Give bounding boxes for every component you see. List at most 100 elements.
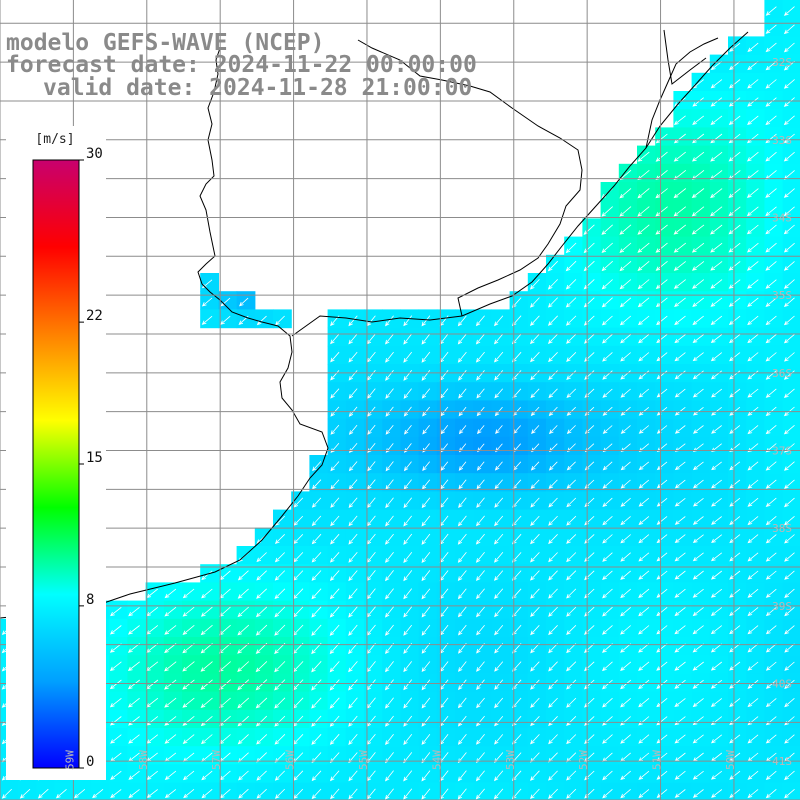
wind-cell <box>582 600 602 620</box>
wind-cell <box>746 54 765 74</box>
wind-arrow <box>565 260 577 272</box>
wind-cell <box>400 491 420 511</box>
wind-arrow <box>620 625 631 635</box>
wind-arrow <box>458 679 467 691</box>
wind-arrow <box>728 188 741 198</box>
wind-arrow <box>182 734 195 744</box>
wind-arrow <box>110 770 122 780</box>
wind-arrow <box>164 770 177 780</box>
wind-arrow <box>765 206 777 217</box>
wind-arrow <box>475 351 485 363</box>
wind-cell <box>345 364 365 383</box>
wind-arrow <box>765 60 777 71</box>
wind-arrow <box>638 606 650 617</box>
wind-cell <box>436 327 456 347</box>
wind-arrow <box>729 734 741 744</box>
wind-cell <box>637 491 656 511</box>
wind-arrow <box>674 789 686 798</box>
wind-arrow <box>493 570 504 581</box>
wind-cell <box>637 527 656 547</box>
wind-arrow <box>164 789 177 799</box>
wind-arrow <box>747 789 759 799</box>
wind-arrow <box>602 497 613 508</box>
colorbar-tick-label: 22 <box>86 308 103 325</box>
wind-cell <box>746 746 765 765</box>
wind-arrow <box>530 716 540 727</box>
wind-arrow <box>403 697 413 709</box>
wind-cell <box>709 273 729 292</box>
wind-arrow <box>710 334 723 344</box>
wind-cell <box>764 455 784 474</box>
wind-arrow <box>566 588 577 599</box>
wind-cell <box>491 509 511 529</box>
wind-arrow <box>692 406 704 416</box>
wind-cell <box>436 436 456 456</box>
wind-cell <box>382 436 401 456</box>
wind-arrow <box>494 479 503 490</box>
wind-arrow <box>656 388 668 398</box>
wind-cell <box>546 418 565 438</box>
wind-cell <box>109 746 128 765</box>
wind-arrow <box>765 607 777 617</box>
wind-arrow <box>729 370 741 380</box>
wind-arrow <box>765 370 777 380</box>
wind-arrow <box>457 315 467 327</box>
wind-cell <box>746 764 765 784</box>
wind-arrow <box>494 734 504 745</box>
coastline-uruguay-atlantic <box>291 31 749 337</box>
wind-cell <box>509 400 529 420</box>
wind-cell <box>618 509 638 529</box>
wind-arrow <box>530 515 540 526</box>
wind-arrow <box>783 370 795 380</box>
wind-arrow <box>182 697 195 708</box>
wind-cell <box>764 127 784 147</box>
wind-arrow <box>348 570 358 582</box>
wind-arrow <box>638 552 650 562</box>
wind-arrow <box>747 588 759 598</box>
wind-cell <box>491 728 511 747</box>
wind-cell <box>473 400 492 420</box>
wind-arrow <box>547 333 558 344</box>
wind-arrow <box>311 588 322 600</box>
wind-cell <box>145 582 165 602</box>
wind-arrow <box>330 570 340 581</box>
wind-cell <box>709 364 729 383</box>
wind-arrow <box>747 79 759 89</box>
wind-arrow <box>403 351 413 363</box>
wind-cell <box>673 764 693 784</box>
wind-arrow <box>311 770 322 782</box>
wind-cell <box>436 364 456 383</box>
wind-cell <box>436 455 456 474</box>
wind-arrow <box>747 42 759 52</box>
wind-cell <box>709 637 729 656</box>
wind-arrow <box>530 351 540 363</box>
wind-arrow <box>710 297 723 307</box>
wind-arrow <box>710 279 723 289</box>
wind-cell <box>527 400 547 420</box>
wind-arrow <box>638 425 650 434</box>
wind-cell <box>546 400 565 420</box>
wind-arrow <box>274 715 286 727</box>
wind-arrow <box>637 151 650 162</box>
wind-cell <box>728 655 747 674</box>
wind-arrow <box>710 151 723 162</box>
wind-arrow <box>476 679 485 691</box>
wind-arrow <box>329 715 340 727</box>
wind-arrow <box>601 224 613 235</box>
wind-arrow <box>637 188 650 199</box>
wind-cell <box>709 655 729 674</box>
wind-cell <box>436 691 456 711</box>
wind-cell <box>691 691 711 711</box>
wind-cell <box>728 600 747 620</box>
wind-cell <box>145 618 165 638</box>
wind-cell <box>673 436 693 456</box>
wind-cell <box>637 582 656 602</box>
wind-arrow <box>710 224 723 235</box>
wind-cell <box>673 746 693 765</box>
wind-cell <box>436 709 456 729</box>
wind-arrow <box>548 570 558 581</box>
wind-arrow <box>348 733 358 746</box>
wind-cell <box>273 709 292 729</box>
wind-arrow <box>656 588 668 598</box>
wind-arrow <box>602 479 613 489</box>
